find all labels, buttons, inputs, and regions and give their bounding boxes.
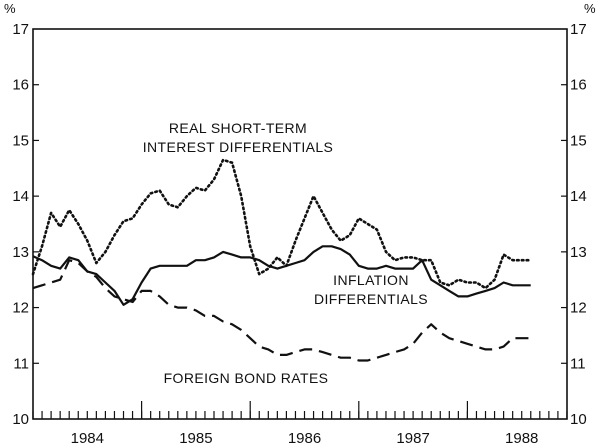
y-axis-unit-left: % <box>4 1 16 16</box>
y-tick-label-left: 13 <box>12 244 29 261</box>
y-axis-unit-right: % <box>584 1 596 16</box>
series-annotation-label: INFLATION <box>333 272 409 288</box>
y-tick-label-left: 16 <box>12 77 29 94</box>
y-tick-label-left: 12 <box>12 300 29 317</box>
series-line-dashed <box>32 259 531 362</box>
y-axis-right: 10 11 12 13 14 15 16 17 <box>561 21 587 428</box>
y-tick-label-right: 15 <box>570 132 587 149</box>
plot-frame <box>32 28 568 420</box>
y-tick-label-right: 17 <box>570 21 587 38</box>
annotation-layer: REAL SHORT-TERM INTEREST DIFFERENTIALS INF… <box>143 120 428 386</box>
y-tick-label-left: 11 <box>13 355 29 372</box>
y-tick-label-right: 14 <box>570 188 587 205</box>
y-axis-left: 10 11 12 13 14 15 16 17 <box>12 21 39 428</box>
x-tick-label: 1985 <box>179 430 212 447</box>
x-tick-label: 1984 <box>71 430 104 447</box>
y-tick-label-left: 17 <box>12 21 29 38</box>
y-tick-label-right: 13 <box>570 244 587 261</box>
y-tick-label-left: 10 <box>12 411 29 428</box>
series-annotation-label: INTEREST DIFFERENTIALS <box>143 139 334 155</box>
series-annotation-label: REAL SHORT-TERM <box>169 120 307 136</box>
y-tick-label-right: 10 <box>570 411 587 428</box>
y-tick-label-left: 14 <box>12 188 29 205</box>
x-axis: 1984 1985 1986 1987 1988 <box>32 401 568 447</box>
y-tick-label-right: 12 <box>570 300 587 317</box>
x-tick-label: 1986 <box>288 430 321 447</box>
series-annotation-label: FOREIGN BOND RATES <box>164 370 329 386</box>
series-line-dotted <box>31 158 533 290</box>
x-tick-label: 1988 <box>505 430 538 447</box>
y-tick-label-right: 16 <box>570 77 587 94</box>
x-tick-label: 1987 <box>396 430 429 447</box>
series-annotation-label: DIFFERENTIALS <box>314 291 428 307</box>
y-tick-label-left: 15 <box>12 132 29 149</box>
series-layer <box>31 158 533 362</box>
y-tick-label-right: 11 <box>570 355 586 372</box>
series-line-solid <box>32 245 531 306</box>
